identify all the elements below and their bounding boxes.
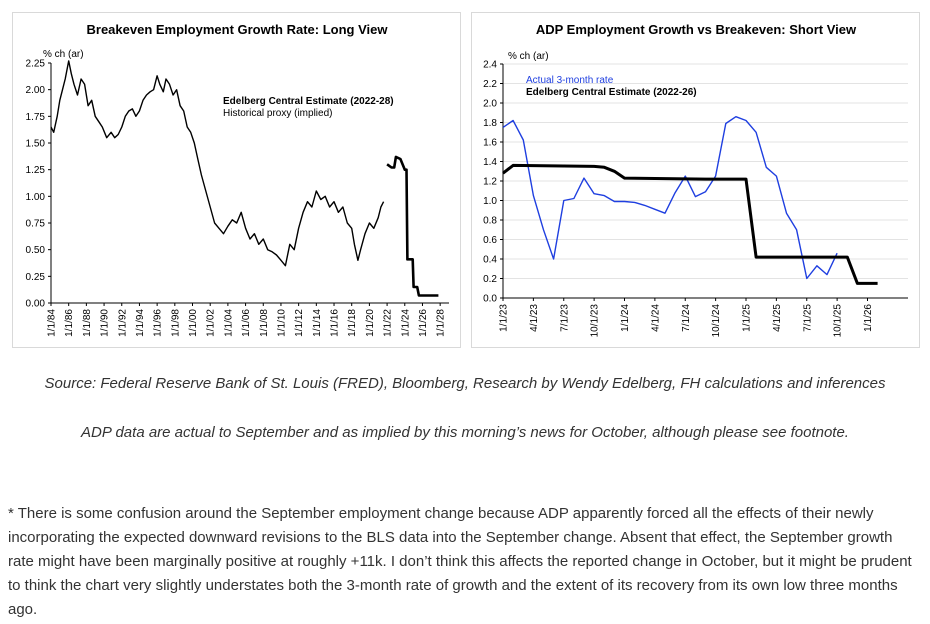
footnote-text: * There is some confusion around the Sep… [8,505,912,618]
series-line-edelberg-central-estimate-2022-26 [502,163,878,285]
x-tick-label: 7/1/24 [681,304,692,332]
x-tick-label: 1/1/20 [365,309,376,337]
y-tick-label: 2.00 [26,85,46,96]
x-tick-label: 1/1/28 [436,309,447,337]
x-tick-label: 1/1/22 [383,309,394,337]
y-axis-unit-label: % ch (ar) [508,51,549,62]
y-tick-label: 0.00 [26,299,46,310]
y-tick-label: 1.2 [483,177,497,188]
y-tick-label: 2.0 [483,99,497,110]
x-tick-label: 10/1/23 [590,304,601,338]
short-view-chart-panel: ADP Employment Growth vs Breakeven: Shor… [471,12,920,348]
chart-title: ADP Employment Growth vs Breakeven: Shor… [536,22,857,37]
y-tick-label: 0.50 [26,245,46,256]
y-tick-label: 1.8 [483,118,497,129]
legend-entry: Historical proxy (implied) [223,108,332,119]
x-tick-label: 1/1/86 [64,309,75,337]
y-tick-label: 0.4 [483,255,497,266]
x-tick-label: 1/1/10 [276,309,287,337]
x-tick-label: 1/1/26 [863,304,874,332]
legend-entry: Edelberg Central Estimate (2022-28) [223,96,394,107]
series-line-edelberg-central-estimate-2022-28 [386,155,439,297]
adp-data-caption: ADP data are actual to September and as … [81,424,849,441]
x-tick-label: 1/1/98 [170,309,181,337]
x-tick-label: 1/1/02 [206,309,217,337]
y-tick-label: 2.2 [483,79,497,90]
x-tick-label: 1/1/18 [347,309,358,337]
x-tick-label: 1/1/96 [153,309,164,337]
y-tick-label: 1.4 [483,157,497,168]
long-view-chart-panel: Breakeven Employment Growth Rate: Long V… [12,12,461,348]
legend-entry: Edelberg Central Estimate (2022-26) [526,87,697,98]
y-tick-label: 1.00 [26,192,46,203]
x-tick-label: 1/1/24 [620,304,631,332]
y-tick-label: 0.0 [483,294,497,305]
long-view-chart: Breakeven Employment Growth Rate: Long V… [26,22,449,337]
x-tick-label: 1/1/06 [241,309,252,337]
series-line-actual-3-month-rate [502,116,838,280]
series-line-historical-proxy-implied [50,60,385,267]
y-tick-label: 0.25 [26,272,46,283]
x-tick-label: 1/1/16 [330,309,341,337]
source-caption: Source: Federal Reserve Bank of St. Loui… [44,375,886,392]
x-tick-label: 1/1/08 [259,309,270,337]
y-tick-label: 2.25 [26,59,46,70]
x-tick-label: 4/1/23 [529,304,540,332]
x-tick-label: 1/1/88 [82,309,93,337]
x-tick-label: 1/1/12 [294,309,305,337]
x-tick-label: 1/1/26 [418,309,429,337]
legend-entry: Actual 3-month rate [526,75,614,86]
y-tick-label: 1.0 [483,196,497,207]
x-tick-label: 4/1/25 [772,304,783,332]
y-tick-label: 1.50 [26,139,46,150]
x-tick-label: 1/1/90 [100,309,111,337]
chart-title: Breakeven Employment Growth Rate: Long V… [87,22,389,37]
x-tick-label: 1/1/24 [400,309,411,337]
x-tick-label: 1/1/92 [117,309,128,337]
y-tick-label: 0.75 [26,219,46,230]
y-axis-unit-label: % ch (ar) [43,49,84,60]
short-view-chart: ADP Employment Growth vs Breakeven: Shor… [483,22,908,338]
x-tick-label: 1/1/14 [312,309,323,337]
x-tick-label: 1/1/23 [499,304,510,332]
y-tick-label: 0.8 [483,216,497,227]
y-tick-label: 1.25 [26,165,46,176]
y-tick-label: 1.6 [483,138,497,149]
x-tick-label: 1/1/84 [47,309,58,337]
x-tick-label: 4/1/24 [650,304,661,332]
x-tick-label: 1/1/25 [742,304,753,332]
x-tick-label: 7/1/25 [802,304,813,332]
x-tick-label: 1/1/04 [223,309,234,337]
y-tick-label: 0.2 [483,274,497,285]
x-tick-label: 1/1/94 [135,309,146,337]
x-tick-label: 1/1/00 [188,309,199,337]
x-tick-label: 7/1/23 [559,304,570,332]
y-tick-label: 1.75 [26,112,46,123]
x-tick-label: 10/1/25 [833,304,844,338]
y-tick-label: 2.4 [483,60,497,71]
y-tick-label: 0.6 [483,235,497,246]
x-tick-label: 10/1/24 [711,304,722,338]
